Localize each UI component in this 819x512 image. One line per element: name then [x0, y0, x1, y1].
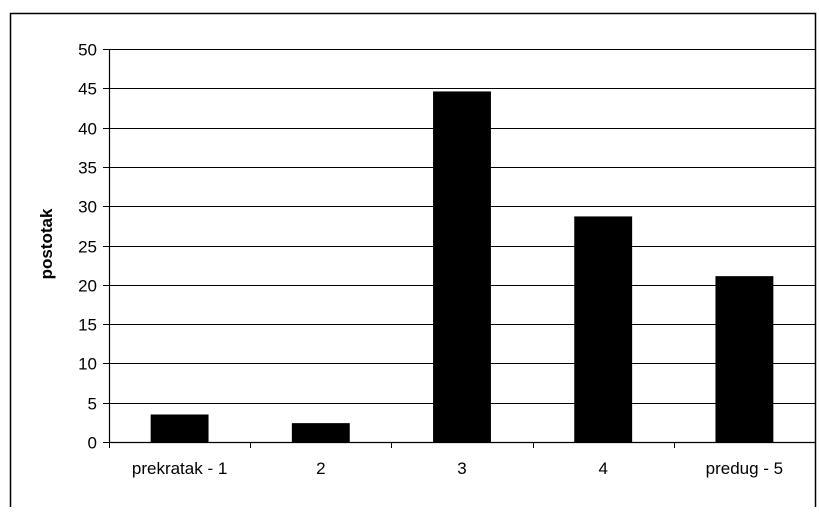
y-tick-label: 0	[88, 434, 97, 453]
y-tick-label: 50	[78, 41, 97, 60]
bars	[150, 91, 774, 442]
tick-labels: 0 5 10 15 20 25 30 35 40 45 50 prekratak - 1 2 3 4 pred…	[78, 41, 783, 479]
y-tick-label: 5	[88, 395, 97, 414]
y-tick-label: 30	[78, 198, 97, 217]
y-tick-label: 10	[78, 355, 97, 374]
x-tick-label: prekratak - 1	[132, 459, 227, 478]
y-tick-label: 40	[78, 120, 97, 139]
y-tick-label: 35	[78, 159, 97, 178]
y-tick-label: 45	[78, 80, 97, 99]
axes	[103, 49, 816, 448]
bar	[574, 216, 633, 442]
bar	[433, 91, 491, 442]
y-tick-label: 15	[78, 316, 97, 335]
chart-border	[9, 12, 817, 507]
y-tick-label: 20	[78, 277, 97, 296]
x-tick-label: 4	[598, 459, 607, 478]
x-tick-label: predug - 5	[706, 459, 784, 478]
bar	[715, 276, 774, 442]
bar	[291, 423, 350, 442]
x-tick-label: 2	[316, 459, 325, 478]
x-tick-label: 3	[457, 459, 466, 478]
bar	[150, 414, 209, 442]
y-axis-label: postotak	[37, 208, 56, 279]
y-tick-label: 25	[78, 238, 97, 257]
